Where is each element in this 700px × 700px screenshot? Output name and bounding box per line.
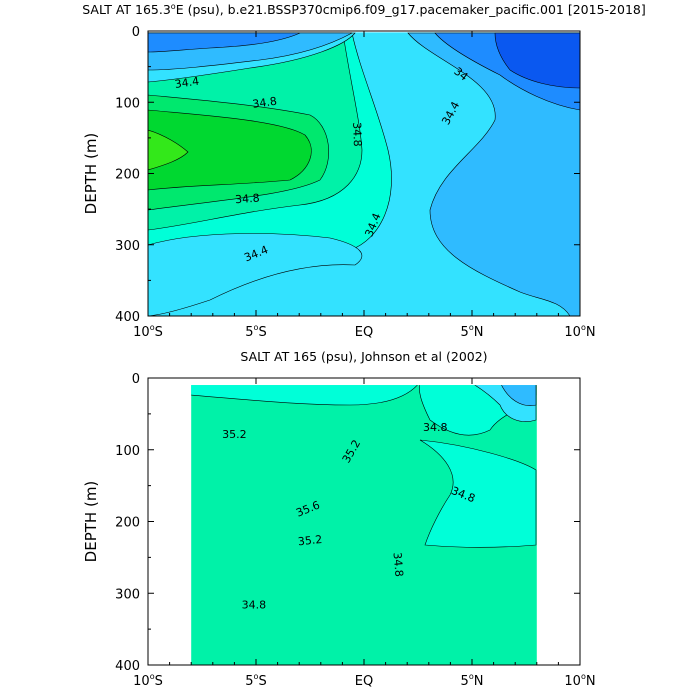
band-34.6-e	[419, 439, 537, 548]
x-tick-label: EQ	[355, 325, 373, 340]
chart-title: SALT AT 165 (psu), Johnson et al (2002)	[240, 349, 487, 364]
contour-label: 34.8	[391, 552, 406, 578]
y-axis-label: DEPTH (m)	[82, 481, 100, 563]
x-tick-label: 5oS	[245, 672, 266, 689]
band-34.2-east	[407, 32, 580, 317]
contour-label: 34.8	[350, 122, 364, 147]
x-tick-label: EQ	[355, 674, 373, 689]
y-tick-label: 100	[115, 444, 140, 459]
x-tick-label: 5oN	[461, 323, 484, 340]
y-tick-label: 300	[115, 587, 140, 602]
band-33.8-east	[494, 32, 580, 89]
contour-fill	[191, 385, 537, 665]
band-34.0-top	[148, 32, 301, 53]
x-tick-label: 10oS	[133, 672, 163, 689]
band-34.6-top	[191, 385, 418, 406]
y-tick-label: 400	[115, 659, 140, 674]
contour-label: 34.8	[235, 192, 260, 207]
contour-label: 35.2	[297, 533, 323, 548]
band-35.2	[148, 109, 312, 191]
x-tick-label: 10oN	[564, 672, 595, 689]
y-tick-label: 0	[132, 372, 140, 387]
x-tick-label: 5oN	[461, 672, 484, 689]
contour-label: 34.8	[423, 421, 448, 434]
contour-label: 35.2	[222, 428, 247, 441]
contour-label: 34.4	[174, 75, 200, 91]
band-35.4	[148, 129, 189, 171]
contour-label: 34.8	[242, 599, 267, 612]
band-34.4-deep	[148, 233, 362, 317]
y-tick-label: 0	[132, 25, 140, 40]
y-tick-label: 300	[115, 239, 140, 254]
band-34.2-ne	[501, 385, 537, 406]
y-tick-label: 400	[115, 310, 140, 325]
x-tick-label: 10oN	[564, 323, 595, 340]
x-tick-label: 5oS	[245, 323, 266, 340]
x-tick-label: 10oS	[133, 323, 163, 340]
contour-label: 34.8	[252, 95, 278, 111]
y-tick-label: 200	[115, 168, 140, 183]
y-tick-label: 100	[115, 96, 140, 111]
y-tick-label: 200	[115, 516, 140, 531]
contour-fill	[148, 32, 580, 317]
y-axis-label: DEPTH (m)	[82, 133, 100, 215]
chart-title: SALT AT 165.3oE (psu), b.e21.BSSP370cmip…	[82, 2, 646, 17]
